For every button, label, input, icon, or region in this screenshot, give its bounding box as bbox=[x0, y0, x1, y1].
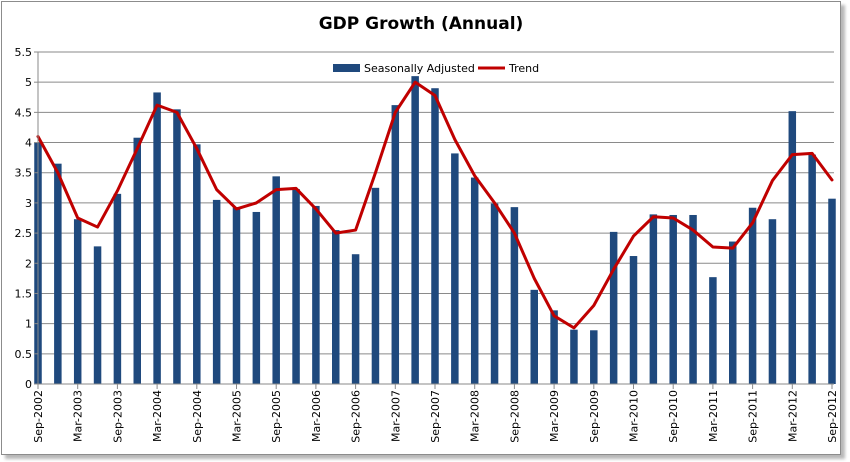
bar bbox=[312, 205, 320, 384]
x-tick-labels: Sep-2002 Mar-2003 Sep-2003 Mar-2004 Sep-2004… bbox=[32, 390, 839, 443]
x-tick-label: Sep-2010 bbox=[667, 390, 680, 443]
bar bbox=[828, 198, 836, 384]
bar bbox=[272, 176, 280, 384]
y-tick-label: 0 bbox=[25, 378, 32, 391]
bar bbox=[292, 189, 300, 384]
y-tick-label: 3.5 bbox=[15, 167, 33, 180]
x-tick-label: Mar-2012 bbox=[786, 390, 799, 442]
bar bbox=[629, 256, 638, 384]
bar bbox=[173, 109, 181, 384]
y-tick-label: 4.5 bbox=[15, 106, 33, 119]
bar bbox=[530, 289, 538, 384]
chart-title: GDP Growth (Annual) bbox=[319, 14, 524, 34]
bar bbox=[788, 111, 797, 384]
x-tick-label: Sep-2002 bbox=[32, 390, 45, 443]
bar bbox=[729, 241, 737, 384]
bar bbox=[153, 92, 161, 384]
bar bbox=[193, 144, 201, 384]
y-tick-label: 5.5 bbox=[15, 46, 33, 59]
bar bbox=[431, 88, 439, 384]
legend-label-seasonally-adjusted: Seasonally Adjusted bbox=[364, 62, 475, 75]
x-tick-label: Mar-2011 bbox=[707, 390, 720, 442]
x-tick-label: Mar-2008 bbox=[469, 390, 482, 442]
bar bbox=[709, 277, 717, 384]
bar bbox=[451, 153, 459, 384]
bar bbox=[93, 246, 102, 384]
bar bbox=[470, 177, 479, 384]
x-tick-label: Sep-2009 bbox=[588, 390, 601, 443]
x-tick-label: Sep-2007 bbox=[429, 390, 442, 443]
y-tick-label: 2.5 bbox=[15, 227, 33, 240]
bar bbox=[570, 329, 578, 384]
y-tick-label: 1.5 bbox=[15, 287, 33, 300]
x-tick-label: Mar-2007 bbox=[389, 390, 402, 442]
bar bbox=[113, 193, 122, 384]
legend-label-trend: Trend bbox=[508, 62, 539, 75]
axes bbox=[34, 51, 834, 389]
bar bbox=[351, 254, 360, 384]
x-tick-label: Mar-2010 bbox=[628, 390, 641, 442]
x-tick-label: Sep-2011 bbox=[747, 390, 760, 443]
y-tick-label: 0.5 bbox=[15, 348, 33, 361]
bar bbox=[133, 137, 141, 384]
trend-line bbox=[36, 80, 834, 330]
bar bbox=[510, 207, 519, 384]
gdp-growth-chart: GDP Growth (Annual) 0 0.5 1 1.5 2 2.5 3 3.5 4 4.5… bbox=[15, 14, 840, 443]
bar bbox=[411, 76, 419, 385]
x-tick-label: Sep-2005 bbox=[270, 390, 283, 443]
y-tick-label: 2 bbox=[25, 257, 32, 270]
y-tick-label: 1 bbox=[25, 318, 32, 331]
bar-series bbox=[34, 76, 836, 385]
chart-frame: GDP Growth (Annual) 0 0.5 1 1.5 2 2.5 3 3.5 4 4.5… bbox=[1, 1, 841, 455]
bar bbox=[748, 207, 757, 384]
bar bbox=[252, 211, 261, 384]
bar bbox=[590, 330, 598, 384]
bar bbox=[391, 105, 400, 385]
x-tick-label: Mar-2006 bbox=[310, 390, 323, 442]
bar bbox=[669, 214, 677, 384]
bar bbox=[808, 154, 816, 384]
x-tick-label: Mar-2009 bbox=[548, 390, 561, 442]
bar bbox=[73, 219, 82, 384]
bar bbox=[768, 219, 777, 384]
x-tick-label: Sep-2006 bbox=[350, 390, 363, 443]
y-tick-labels: 0 0.5 1 1.5 2 2.5 3 3.5 4 4.5 5 5.5 bbox=[15, 46, 33, 391]
bar bbox=[609, 231, 618, 384]
y-tick-label: 4 bbox=[25, 137, 32, 150]
bar bbox=[490, 203, 499, 384]
bar bbox=[371, 187, 380, 384]
bar bbox=[550, 310, 558, 384]
bar bbox=[232, 207, 241, 384]
x-tick-label: Mar-2004 bbox=[151, 390, 164, 442]
bar bbox=[332, 230, 340, 384]
bar bbox=[212, 199, 221, 384]
y-tick-label: 5 bbox=[25, 76, 32, 89]
x-tick-label: Mar-2005 bbox=[231, 390, 244, 442]
bar bbox=[54, 163, 62, 384]
x-tick-label: Sep-2003 bbox=[111, 390, 124, 443]
trend-series bbox=[36, 80, 834, 330]
x-tick-label: Mar-2003 bbox=[72, 390, 85, 442]
x-tick-label: Sep-2004 bbox=[191, 390, 204, 443]
legend: Seasonally Adjusted Trend bbox=[333, 62, 539, 75]
x-tick-label: Sep-2008 bbox=[508, 390, 521, 443]
y-tick-label: 3 bbox=[25, 197, 32, 210]
legend-swatch-seasonally-adjusted bbox=[333, 64, 360, 72]
bar bbox=[649, 214, 658, 384]
bar bbox=[689, 214, 697, 384]
x-tick-label: Sep-2012 bbox=[826, 390, 839, 443]
